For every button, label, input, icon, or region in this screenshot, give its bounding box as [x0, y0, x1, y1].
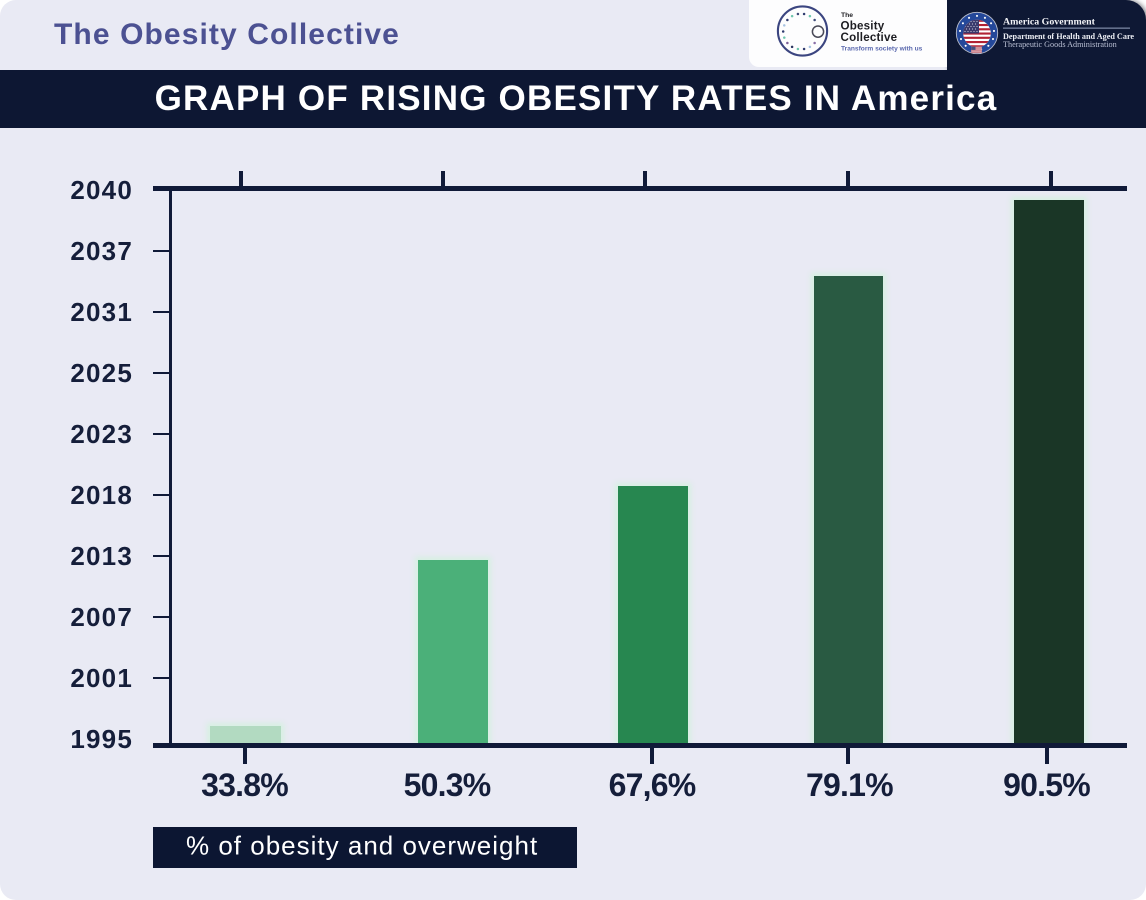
svg-text:Therapeutic Goods Administrati: Therapeutic Goods Administration	[1003, 40, 1117, 49]
svg-text:Collective: Collective	[841, 31, 898, 44]
svg-text:America Government: America Government	[1003, 17, 1096, 28]
svg-text:Department of Health and Aged: Department of Health and Aged Care	[1003, 32, 1134, 41]
svg-text:The: The	[841, 12, 853, 19]
svg-text:Transform society with us: Transform society with us	[841, 46, 923, 53]
svg-text:Obesity: Obesity	[841, 20, 885, 33]
